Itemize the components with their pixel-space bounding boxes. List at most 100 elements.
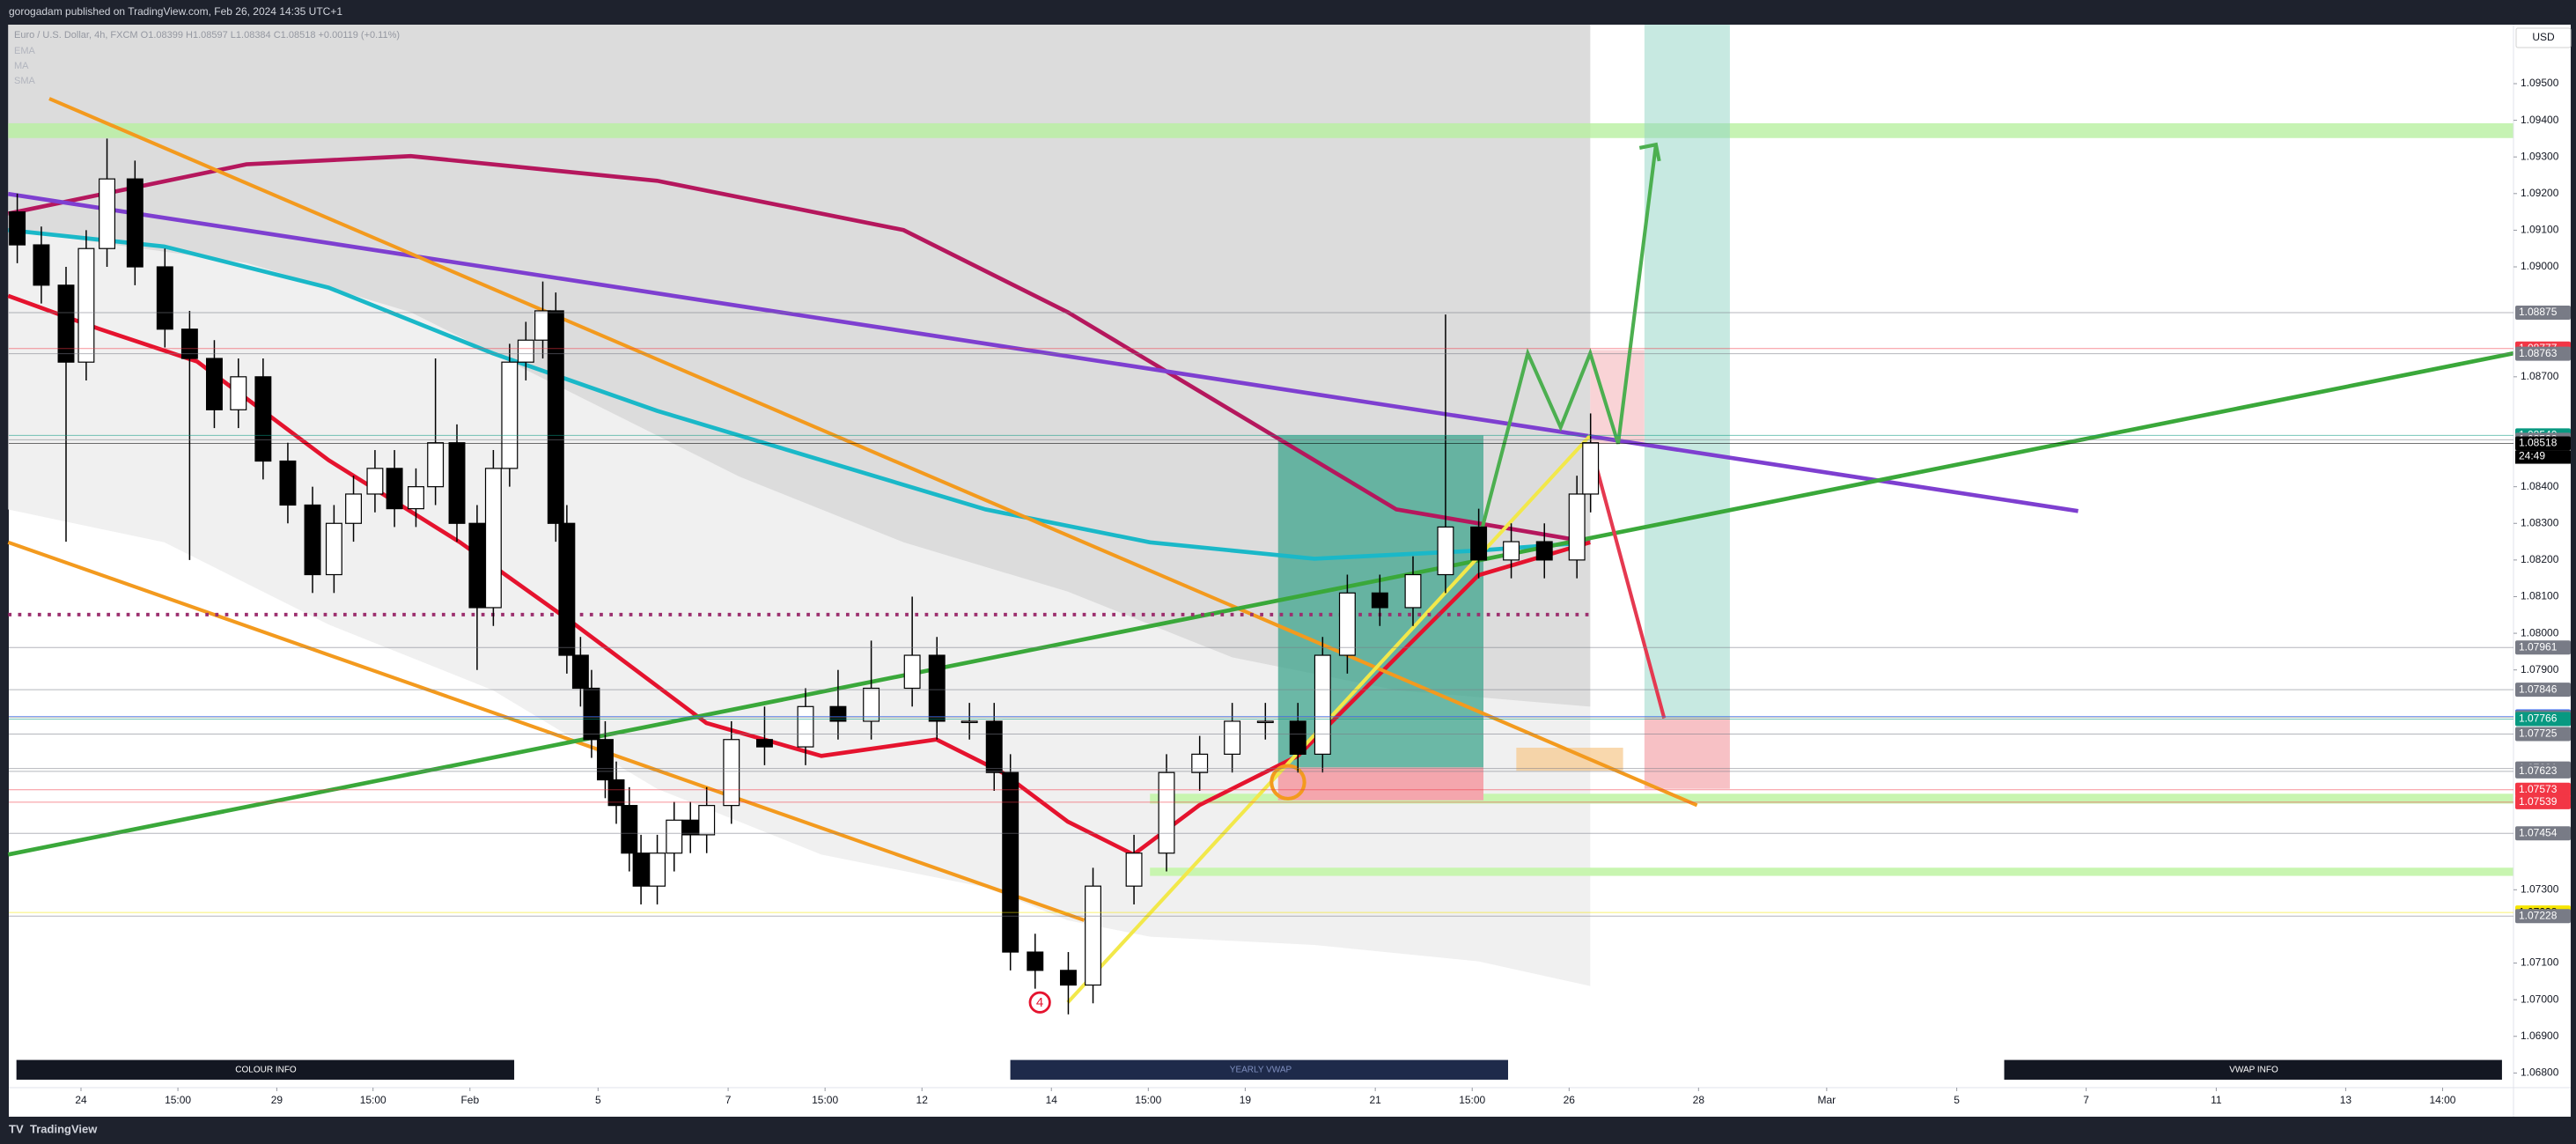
x-tick-label: 11: [2211, 1094, 2222, 1106]
price-labels: 1.088751.087771.087631.085401.085281.085…: [9, 306, 2571, 924]
candle-body: [386, 468, 403, 510]
y-tick-label: 1.08300: [2521, 516, 2559, 528]
footer-bar: [0, 1117, 2576, 1144]
price-badge-label: 1.07725: [2519, 727, 2558, 740]
price-badge: [2515, 794, 2571, 809]
candle-body: [501, 361, 519, 469]
x-tick-label: 15:00: [1459, 1094, 1485, 1106]
y-tick-label: 1.09400: [2521, 114, 2559, 126]
y-tick-label: 1.08700: [2521, 370, 2559, 382]
price-badge: [2515, 712, 2571, 727]
candle-body: [985, 720, 1003, 773]
candle-body: [57, 284, 75, 363]
candle-body: [484, 468, 502, 609]
legend-title: Euro / U.S. Dollar, 4h, FXCM O1.08399 H1…: [14, 30, 400, 41]
candle-body: [279, 460, 297, 506]
candle-body: [345, 493, 363, 524]
x-tick-label: 7: [2083, 1094, 2089, 1106]
candle-body: [1125, 852, 1143, 887]
x-tick-label: 21: [1369, 1094, 1381, 1106]
candle-body: [1503, 541, 1520, 561]
x-tick-label: 15:00: [1135, 1094, 1161, 1106]
candle-body: [1535, 541, 1553, 561]
currency-button[interactable]: [2515, 27, 2572, 48]
candle-body: [1437, 526, 1454, 576]
indicator-name: MA: [14, 61, 29, 71]
y-tick-label: 1.09000: [2521, 260, 2559, 272]
x-tick-label: 15:00: [165, 1094, 191, 1106]
trend-line: [7, 191, 2079, 513]
candle-body: [9, 211, 26, 246]
price-badge-label: 1.07766: [2519, 712, 2558, 725]
y-tick-label: 1.08000: [2521, 626, 2559, 638]
panel-label: YEARLY VWAP: [1230, 1066, 1292, 1075]
candle-body: [254, 376, 272, 462]
candle-body: [427, 442, 445, 488]
candle-body: [448, 442, 466, 524]
axes: 1.09500 1.09400 1.09300 1.09200 1.09100 1.090…: [75, 77, 2558, 1106]
projection: [1588, 443, 1667, 719]
logo: TV: [9, 1122, 24, 1135]
panel-label: COLOUR INFO: [235, 1066, 297, 1075]
candle-body: [863, 687, 880, 722]
candle-body: [1256, 720, 1274, 724]
ma-line: [7, 153, 1591, 545]
candle-body: [547, 310, 564, 524]
candle-body: [723, 739, 740, 807]
price-badge-label: 1.07573: [2519, 783, 2558, 795]
panel: [2004, 1059, 2502, 1080]
y-tick-label: 1.09500: [2521, 77, 2559, 89]
candle-body: [156, 266, 173, 330]
candle-body: [1582, 442, 1600, 495]
x-tick-label: 28: [1693, 1094, 1705, 1106]
candle-body: [205, 358, 223, 410]
arrow-head: [1638, 142, 1661, 162]
price-badge: [2515, 909, 2571, 924]
candle-body: [1470, 526, 1488, 561]
y-tick-label: 1.07100: [2521, 956, 2559, 969]
x-tick-label: 5: [1954, 1094, 1960, 1106]
x-tick-label: 5: [595, 1094, 601, 1106]
panel: [1010, 1059, 1508, 1080]
candle-body: [621, 805, 638, 854]
y-tick-label: 1.07000: [2521, 993, 2559, 1005]
candle-body: [1224, 720, 1241, 755]
stop-box: [1590, 350, 1645, 444]
candle-body: [596, 739, 614, 781]
candle-body: [1027, 951, 1044, 971]
trend-line: [7, 540, 1086, 922]
y-tick-label: 1.08100: [2521, 590, 2559, 602]
candle-body: [230, 376, 247, 410]
ema-line: [8, 227, 1591, 561]
candle-body: [517, 339, 534, 363]
x-tick-label: 26: [1564, 1094, 1576, 1106]
candle-body: [1371, 592, 1388, 609]
decor: [7, 24, 2514, 1080]
candle-body: [632, 852, 650, 887]
candle-body: [99, 178, 116, 249]
price-badge: [2515, 436, 2571, 451]
x-tick-label: 7: [725, 1094, 732, 1106]
currency[interactable]: USD: [2532, 31, 2555, 43]
candle-body: [1338, 592, 1356, 656]
zone: [1150, 793, 2513, 804]
x-tick-label: 14:00: [2429, 1094, 2455, 1106]
price-badge-label: 1.08518: [2519, 437, 2558, 449]
price-badge: [2515, 346, 2571, 361]
candle-body: [903, 654, 921, 690]
candle-body: [366, 468, 384, 495]
x-tick-label: 29: [271, 1094, 283, 1106]
candle-body: [649, 852, 666, 887]
candle-body: [1404, 573, 1422, 609]
y-tick-label: 1.07300: [2521, 882, 2559, 895]
price-badge: [2515, 764, 2571, 779]
x-tick-label: 13: [2340, 1094, 2352, 1106]
candle-body: [1158, 771, 1175, 854]
zone: [8, 122, 2513, 138]
y-tick-label: 1.09100: [2521, 224, 2559, 236]
x-tick-label: Mar: [1818, 1094, 1836, 1106]
price-badge: [2515, 306, 2571, 321]
candle-body: [77, 247, 95, 363]
candle-body: [960, 720, 978, 724]
